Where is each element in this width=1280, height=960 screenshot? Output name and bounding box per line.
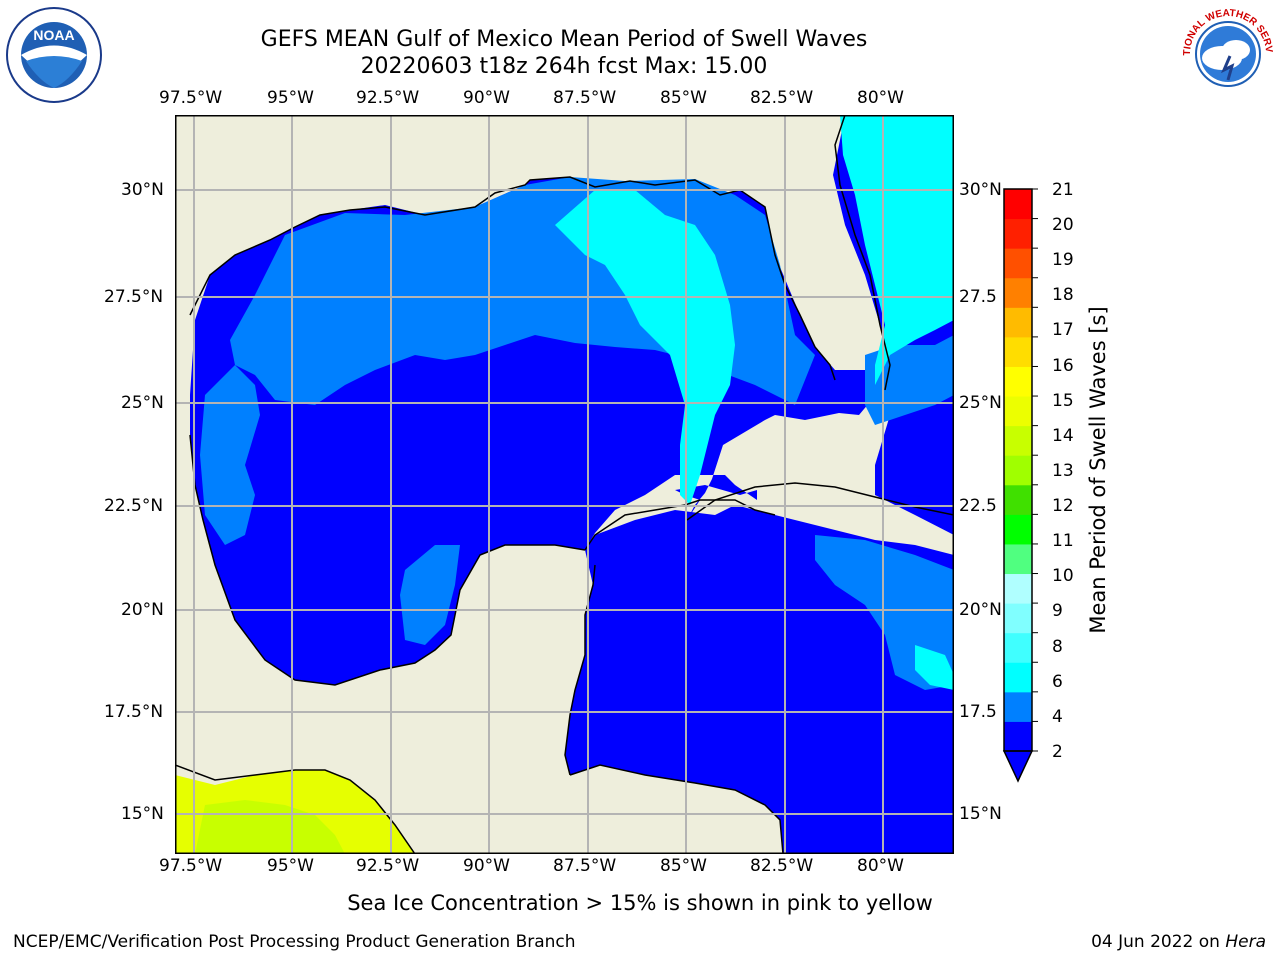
colorbar-segment [1004, 425, 1032, 456]
colorbar-tick-label: 20 [1052, 215, 1074, 235]
colorbar-segment [1004, 218, 1032, 249]
lon-label-top: 87.5°W [553, 88, 617, 108]
colorbar-tick-label: 21 [1052, 180, 1074, 200]
colorbar-tick-label: 2 [1052, 742, 1063, 762]
colorbar-segment [1004, 336, 1032, 367]
lat-label-left: 30°N [121, 180, 164, 200]
lat-label-right: 27.5 [959, 287, 997, 307]
colorbar-tick-label: 10 [1052, 566, 1074, 586]
swell-band-light-atlantic [840, 115, 954, 385]
footer-machine: Hera [1225, 932, 1266, 952]
colorbar-tick-label: 11 [1052, 531, 1074, 551]
swell-band-mid-campeche [400, 545, 460, 645]
lat-label-right: 30°N [959, 180, 1002, 200]
colorbar-tick-label: 17 [1052, 320, 1074, 340]
colorbar-tick-label: 19 [1052, 250, 1074, 270]
colorbar-tick-label: 12 [1052, 496, 1074, 516]
chart-subtitle: 20220603 t18z 264h fcst Max: 15.00 [360, 54, 768, 79]
lat-label-right: 22.5 [959, 496, 997, 516]
swell-band-light-caribbean [915, 645, 954, 690]
noaa-logo: NOAA [6, 7, 102, 103]
lat-label-left: 27.5°N [104, 287, 164, 307]
lon-label-bottom: 97.5°W [159, 856, 223, 876]
lat-label-left: 25°N [121, 393, 164, 413]
lon-label-top: 97.5°W [159, 88, 223, 108]
colorbar-tick-label: 6 [1052, 672, 1063, 692]
lat-label-left: 17.5°N [104, 702, 164, 722]
sea-ice-note: Sea Ice Concentration > 15% is shown in … [347, 891, 933, 915]
colorbar-segment [1004, 662, 1032, 693]
lon-label-top: 92.5°W [356, 88, 420, 108]
colorbar-tick-label: 9 [1052, 601, 1063, 621]
colorbar-tick-label: 14 [1052, 426, 1074, 446]
map-frame [175, 115, 954, 854]
colorbar-tick-label: 4 [1052, 707, 1063, 727]
colorbar-segment [1004, 396, 1032, 427]
lat-label-right: 15°N [959, 804, 1002, 824]
colorbar [1002, 188, 1038, 783]
colorbar-segment [1004, 632, 1032, 663]
coastline-yucatan-east [564, 564, 596, 776]
swell-band-mid-west [200, 365, 260, 545]
colorbar-tick-label: 18 [1052, 285, 1074, 305]
footer-credit: NCEP/EMC/Verification Post Processing Pr… [13, 932, 576, 952]
lon-label-top: 82.5°W [750, 88, 814, 108]
colorbar-segment [1004, 691, 1032, 722]
graticule [175, 115, 954, 854]
lon-label-top: 90°W [463, 88, 510, 108]
colorbar-segment [1004, 514, 1032, 545]
lon-label-bottom: 80°W [857, 856, 904, 876]
coastline-florida-east [834, 115, 891, 391]
colorbar-title: Mean Period of Swell Waves [s] [1086, 306, 1110, 634]
footer-date-text: 04 Jun 2022 on [1091, 932, 1226, 952]
colorbar-segment [1004, 573, 1032, 604]
coastline-honduras [569, 764, 784, 854]
colorbar-segment [1004, 277, 1032, 308]
chart-title: GEFS MEAN Gulf of Mexico Mean Period of … [260, 27, 868, 52]
lat-label-left: 15°N [121, 804, 164, 824]
colorbar-segment [1004, 455, 1032, 486]
coastline-central-america [175, 764, 416, 854]
coastline-north [189, 176, 836, 381]
colorbar-segment [1004, 721, 1032, 752]
colorbar-segment [1004, 189, 1032, 220]
lon-label-bottom: 85°W [660, 856, 707, 876]
lon-label-bottom: 87.5°W [553, 856, 617, 876]
colorbar-segment [1004, 307, 1032, 338]
colorbar-segment [1004, 543, 1032, 575]
lon-label-top: 85°W [660, 88, 707, 108]
swell-band-light-loop [555, 190, 735, 505]
lat-label-left: 22.5°N [104, 496, 164, 516]
lon-label-top: 80°W [857, 88, 904, 108]
colorbar-segment [1004, 366, 1032, 397]
lon-label-bottom: 95°W [267, 856, 314, 876]
nws-logo: NATIONAL WEATHER SERVICE [1178, 6, 1274, 100]
colorbar-segment [1004, 603, 1032, 634]
colorbar-frame [1003, 188, 1033, 752]
colorbar-tick-label: 15 [1052, 391, 1074, 411]
colorbar-tick-label: 16 [1052, 356, 1074, 376]
gulf-map [175, 115, 954, 854]
colorbar-segment [1004, 248, 1032, 279]
colorbar-tick-label: 8 [1052, 637, 1063, 657]
lat-label-right: 20°N [959, 600, 1002, 620]
lat-label-right: 25°N [959, 393, 1002, 413]
noaa-logo-text: NOAA [33, 27, 74, 43]
colorbar-segment [1004, 484, 1032, 515]
footer-date: 04 Jun 2022 on Hera [1091, 932, 1266, 952]
lon-label-top: 95°W [267, 88, 314, 108]
colorbar-tick-label: 13 [1052, 461, 1074, 481]
lat-label-right: 17.5 [959, 702, 997, 722]
lat-label-left: 20°N [121, 600, 164, 620]
lon-label-bottom: 92.5°W [356, 856, 420, 876]
lon-label-bottom: 90°W [463, 856, 510, 876]
lon-label-bottom: 82.5°W [750, 856, 814, 876]
colorbar-extend-arrow [1002, 750, 1034, 783]
